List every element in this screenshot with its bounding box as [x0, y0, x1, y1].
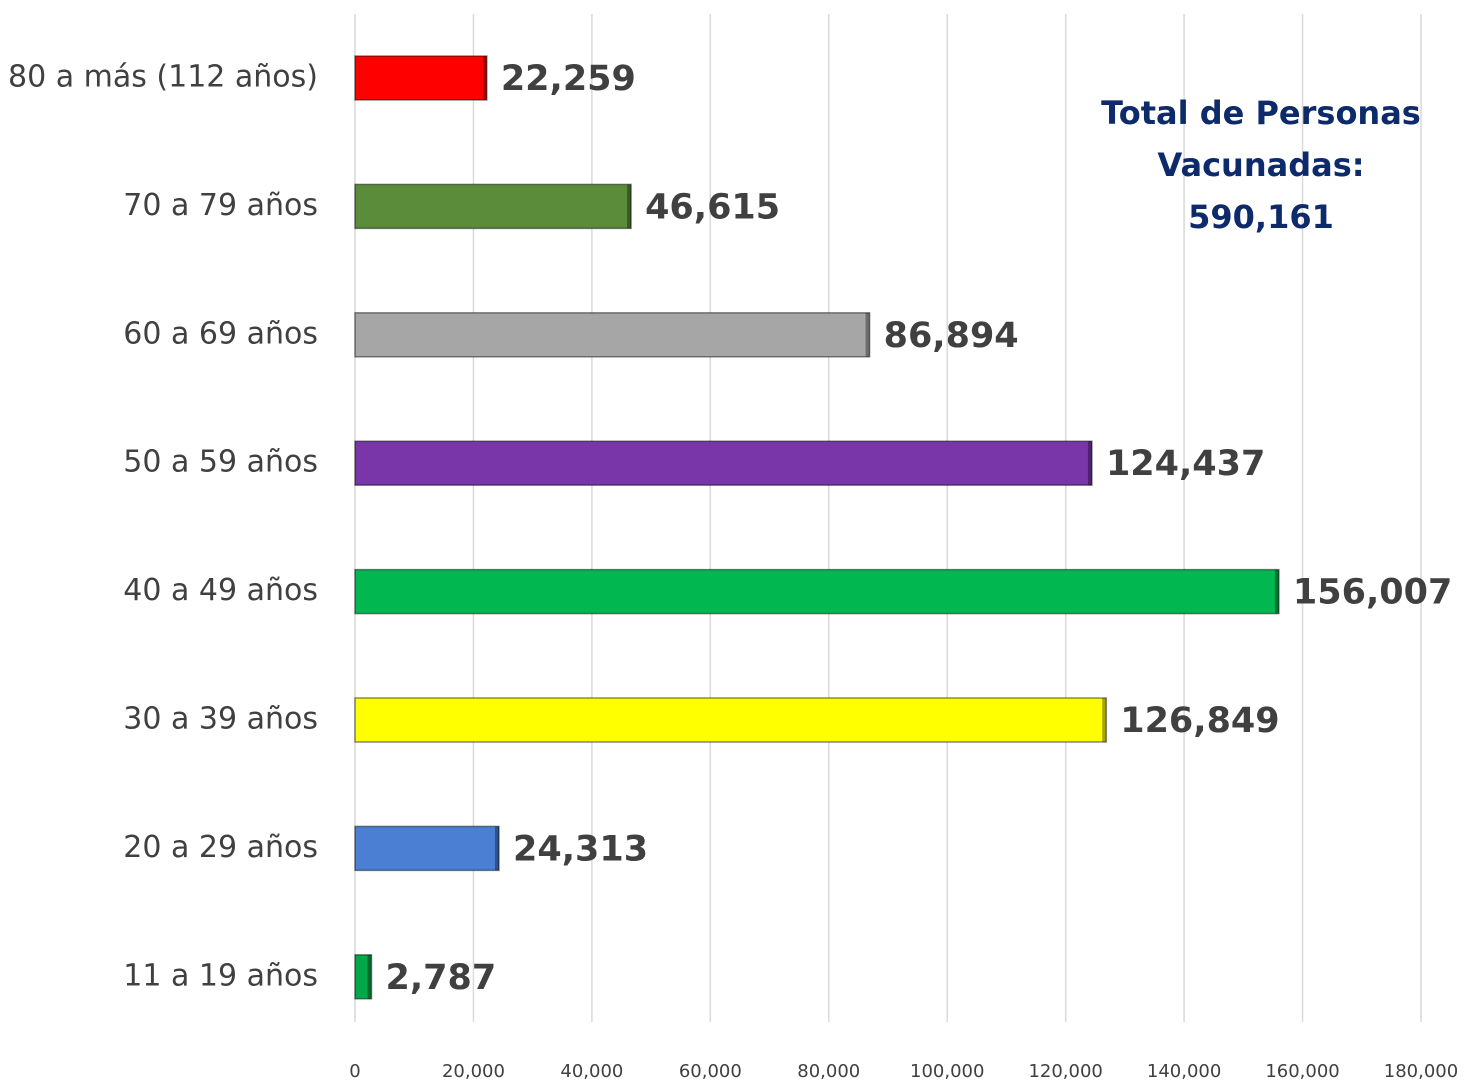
- y-tick-label: 20 a 29 años: [123, 830, 318, 865]
- bar-edge: [494, 826, 499, 871]
- bar: [354, 954, 373, 1000]
- bar: [354, 440, 1093, 486]
- x-tick-label: 160,000: [1265, 1061, 1339, 1082]
- x-tick-label: 80,000: [797, 1061, 860, 1082]
- x-tick-label: 20,000: [442, 1061, 505, 1082]
- x-tick-label: 60,000: [679, 1061, 742, 1082]
- y-tick-label: 70 a 79 años: [123, 188, 318, 223]
- value-label: 126,849: [1120, 701, 1279, 741]
- value-label: 22,259: [501, 59, 636, 99]
- bar: [354, 183, 632, 230]
- value-label: 124,437: [1106, 444, 1265, 484]
- bar-edge: [482, 56, 487, 100]
- annotation: Total de Personas: [1101, 94, 1421, 132]
- value-label: 156,007: [1293, 573, 1452, 613]
- bar: [354, 312, 871, 358]
- bar: [354, 55, 488, 101]
- value-label: 86,894: [884, 316, 1019, 356]
- y-tick-label: 30 a 39 años: [123, 702, 318, 737]
- y-tick-label: 80 a más (112 años): [8, 60, 318, 95]
- bar-edge: [1087, 441, 1092, 486]
- value-label: 2,787: [386, 958, 497, 998]
- bar-edge: [1102, 698, 1107, 742]
- annotation: Vacunadas:: [1157, 146, 1364, 184]
- bar: [354, 697, 1107, 743]
- y-tick-label: 40 a 49 años: [123, 573, 318, 608]
- bar: [354, 825, 500, 872]
- x-tick-label: 180,000: [1384, 1061, 1458, 1082]
- x-tick-label: 140,000: [1147, 1061, 1221, 1082]
- x-tick-label: 100,000: [910, 1061, 984, 1082]
- x-tick-label: 120,000: [1028, 1061, 1102, 1082]
- annotation: 590,161: [1188, 198, 1334, 236]
- bar-edge: [1274, 569, 1279, 614]
- bar-edge: [865, 312, 870, 357]
- bar: [354, 568, 1280, 615]
- y-tick-label: 50 a 59 años: [123, 445, 318, 480]
- bar-edge: [367, 954, 372, 999]
- y-tick-label: 11 a 19 años: [123, 958, 318, 993]
- bar-edge: [627, 184, 632, 229]
- value-label: 24,313: [513, 829, 648, 869]
- y-tick-label: 60 a 69 años: [123, 316, 318, 351]
- x-tick-label: 40,000: [560, 1061, 623, 1082]
- x-tick-label: 0: [349, 1061, 360, 1082]
- value-label: 46,615: [645, 187, 780, 227]
